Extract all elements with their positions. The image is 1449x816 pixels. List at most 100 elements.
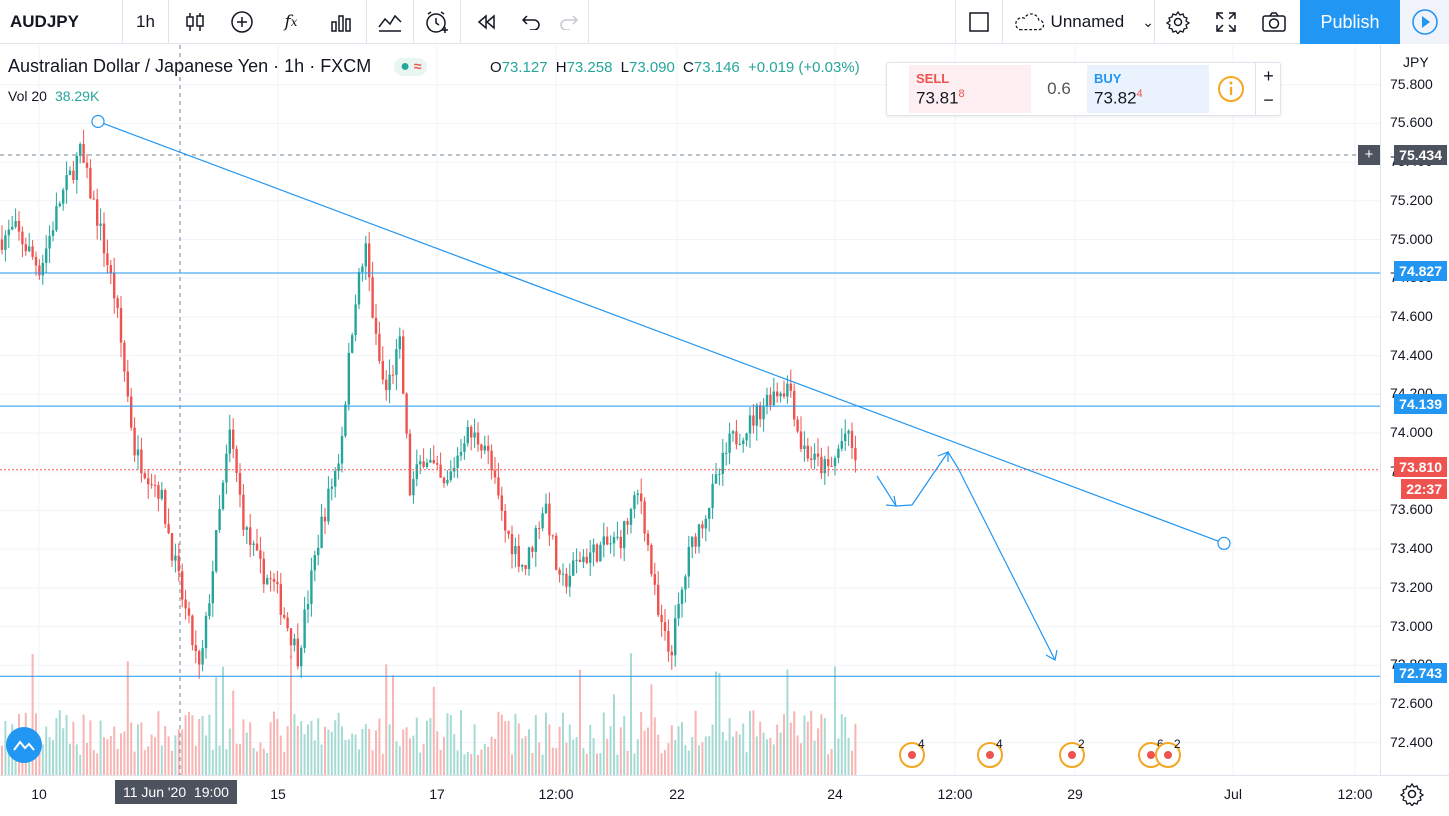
minus-icon[interactable]: − [1263, 90, 1274, 110]
buy-button[interactable]: BUY 73.824 [1087, 65, 1209, 113]
candle-body [854, 448, 857, 461]
candle-body [538, 528, 541, 530]
volume-bar [436, 731, 439, 775]
buy-price-main: 73.82 [1094, 88, 1137, 108]
trend-line-handle [91, 114, 105, 129]
candle-body [453, 467, 456, 472]
price-chart[interactable] [0, 45, 1380, 775]
candle-body [283, 614, 286, 618]
candle-body [429, 459, 432, 463]
add-indicator-icon[interactable] [220, 0, 264, 44]
candle-body [589, 552, 592, 563]
event-marker-icon[interactable]: 2 [1154, 737, 1182, 769]
volume-bar [201, 715, 204, 775]
candle-body [160, 489, 163, 499]
volume-bar [103, 737, 105, 775]
crosshair-plus-icon[interactable]: + [1358, 145, 1380, 165]
volume-bar [371, 750, 374, 775]
price-axis[interactable]: JPY 75.80075.60075.40075.20075.00074.800… [1380, 45, 1449, 775]
candle-body [334, 470, 337, 487]
volume-bar [677, 726, 680, 775]
volume-bar [660, 753, 663, 775]
candle-body [317, 547, 320, 556]
candle-body [340, 435, 344, 464]
volume-bar [681, 722, 683, 775]
candle-body [765, 394, 769, 407]
volume-bar [375, 730, 377, 775]
candle-body [28, 246, 31, 252]
volume-bar [249, 722, 252, 775]
candle-body [181, 571, 184, 600]
templates-icon[interactable] [367, 0, 413, 44]
volume-bar [188, 711, 190, 775]
candle-body [323, 516, 327, 522]
close-value: 73.146 [693, 59, 740, 76]
fullscreen-select-icon[interactable] [956, 0, 1002, 44]
symbol-search[interactable]: AUDJPY [10, 12, 79, 31]
chart-pane[interactable] [0, 45, 1380, 775]
volume-legend: Vol 20 38.29K [8, 88, 99, 104]
volume-bar [480, 749, 483, 775]
price-tick-label: 73.400 [1390, 540, 1433, 557]
volume-bar [789, 722, 792, 775]
volume-bar [735, 731, 738, 775]
undo-icon[interactable] [511, 0, 551, 44]
event-marker-icon[interactable]: 2 [1058, 737, 1086, 769]
candle-body [820, 456, 823, 474]
volume-bar [524, 736, 527, 775]
alert-clock-icon[interactable] [414, 0, 460, 44]
layout-menu[interactable]: Unnamed ⌄ [1004, 0, 1154, 44]
interval-button[interactable]: 1h [136, 12, 155, 31]
price-tick-label: 72.400 [1390, 733, 1433, 750]
redo-icon[interactable] [550, 0, 588, 44]
event-marker-icon[interactable]: 4 [898, 737, 926, 769]
plus-icon[interactable]: + [1263, 66, 1274, 86]
volume-bar [500, 714, 503, 775]
info-icon[interactable] [1217, 75, 1245, 103]
event-marker-icon[interactable]: 4 [976, 737, 1004, 769]
candle-body [306, 604, 310, 610]
candle-body [769, 394, 772, 405]
candle-body [816, 453, 820, 457]
volume-bar [745, 752, 748, 775]
price-tick-label: 74.000 [1390, 424, 1433, 440]
candle-body [99, 223, 102, 226]
volume-bar [262, 748, 265, 775]
time-axis[interactable]: 10 15 17 12:00 22 24 12:00 29 Jul 12:00 11 Jun '2… [0, 775, 1449, 816]
candle-body [728, 433, 731, 453]
volume-bar [412, 735, 415, 775]
candle-body [473, 432, 476, 438]
volume-bar [609, 726, 612, 775]
replay-icon[interactable] [461, 0, 511, 44]
candle-body [595, 544, 599, 562]
volume-bar [545, 712, 547, 775]
volume-bar [120, 733, 122, 775]
settings-gear-icon[interactable] [1155, 0, 1201, 44]
publish-button[interactable]: Publish [1300, 0, 1400, 44]
axis-settings-gear-icon[interactable] [1399, 782, 1425, 811]
sell-button[interactable]: SELL 73.818 [909, 65, 1031, 113]
candle-body [677, 603, 680, 619]
candles-icon[interactable] [170, 0, 220, 44]
volume-bar [368, 728, 371, 775]
candle-body [31, 246, 34, 257]
volume-bar [613, 694, 615, 775]
volume-bar [579, 669, 581, 775]
current-price-label: 73.810 [1394, 457, 1447, 477]
fullscreen-icon[interactable] [1203, 0, 1249, 44]
volume-bar [514, 713, 517, 775]
event-count: 6 [1157, 737, 1164, 751]
camera-icon[interactable] [1251, 0, 1297, 44]
volume-bar [827, 754, 830, 775]
volume-bar [171, 750, 173, 775]
time-tick-label: 24 [827, 786, 843, 802]
volume-bar [817, 728, 819, 775]
indicator-toggle-icon[interactable] [6, 727, 42, 763]
compare-bars-icon[interactable] [316, 0, 366, 44]
symbol-legend-title: Australian Dollar / Japanese Yen · 1h · … [8, 56, 428, 77]
market-status-badge[interactable]: ● ≈ [394, 58, 428, 77]
candle-body [548, 503, 551, 536]
volume-bar [72, 721, 75, 775]
play-icon[interactable] [1400, 0, 1449, 44]
